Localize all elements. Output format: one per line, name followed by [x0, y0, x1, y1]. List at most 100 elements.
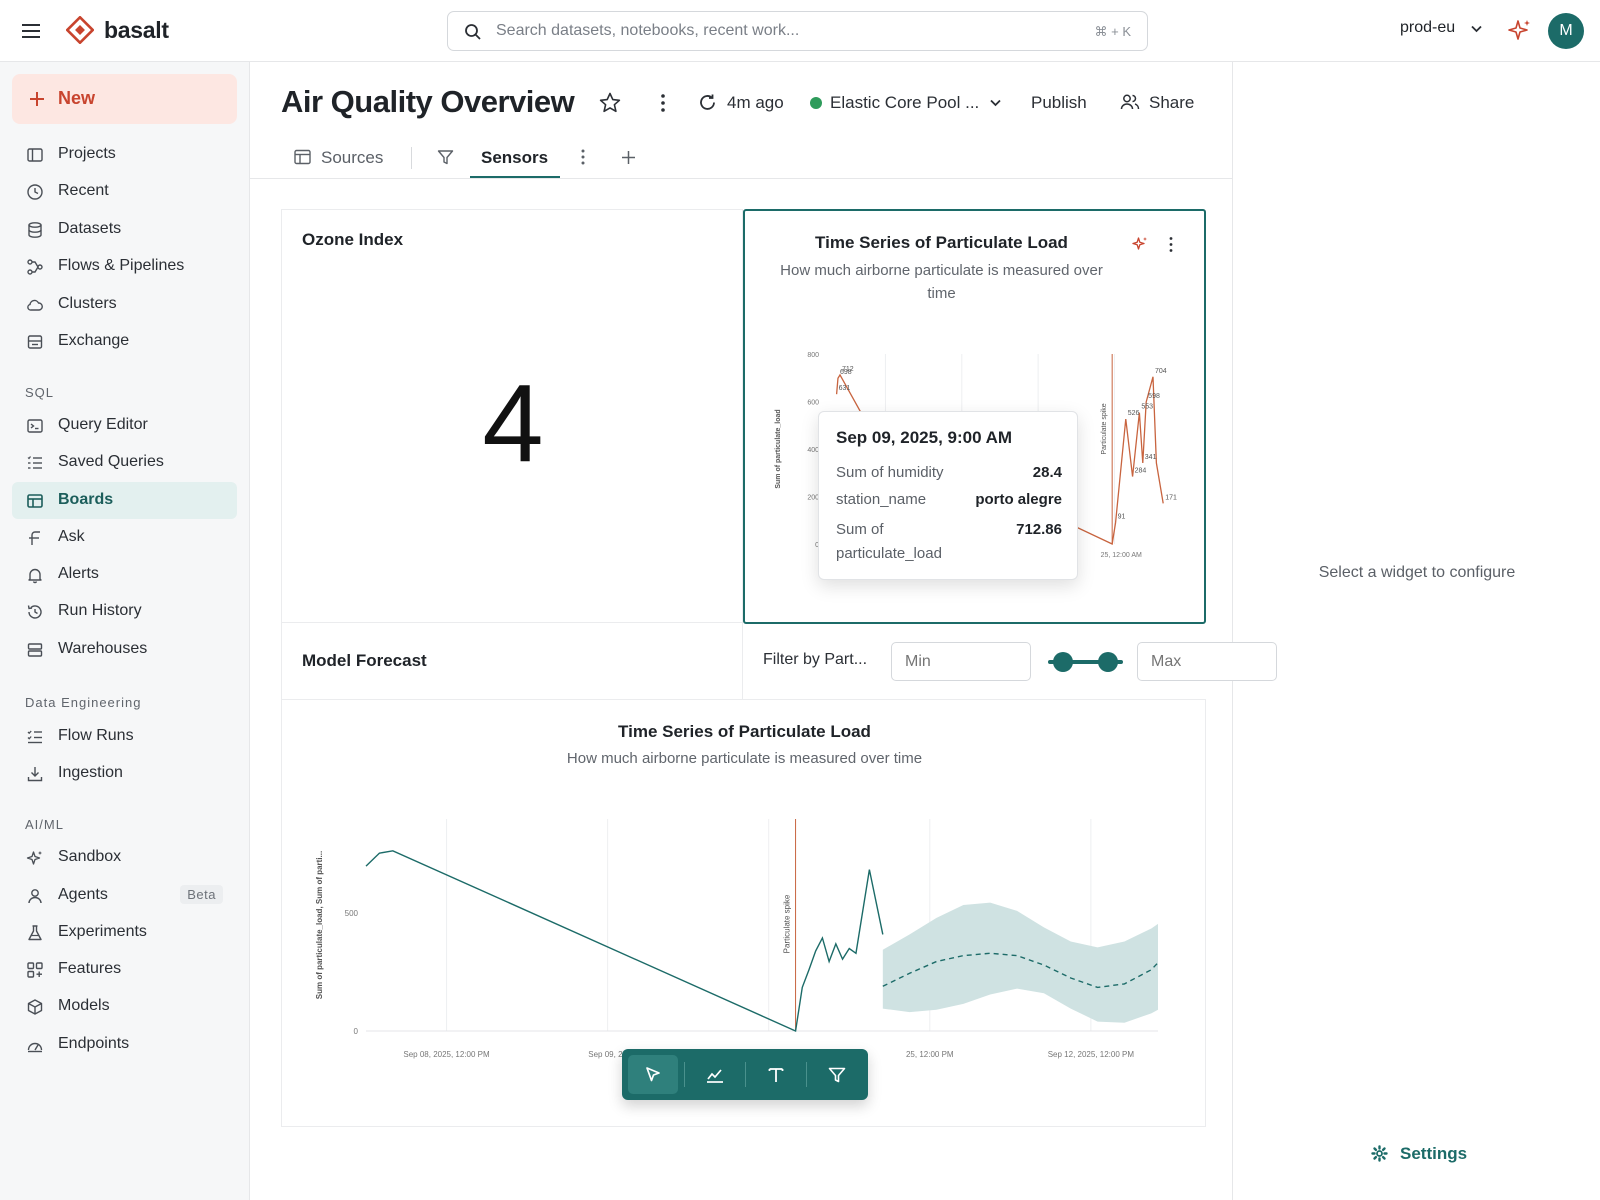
data-label: 341: [1145, 454, 1157, 461]
sidebar-item-boards[interactable]: Boards: [12, 482, 237, 519]
tooltip-row: Sum of particulate_load 712.86: [836, 518, 1062, 566]
sidebar-item-recent[interactable]: Recent: [12, 173, 237, 210]
settings-button[interactable]: Settings: [1400, 1144, 1468, 1163]
y-tick-label: 400: [807, 447, 819, 454]
gear-icon[interactable]: [1371, 1145, 1388, 1162]
data-label: 704: [1155, 368, 1167, 375]
avatar[interactable]: M: [1548, 13, 1584, 49]
sidebar-item-datasets[interactable]: Datasets: [12, 211, 237, 248]
sidebar-item-exchange[interactable]: Exchange: [12, 323, 237, 360]
share-button[interactable]: Share: [1149, 93, 1195, 112]
new-button-label: New: [58, 88, 96, 108]
data-label: 553: [1141, 404, 1153, 411]
table-icon[interactable]: [294, 149, 311, 165]
data-label: 526: [1128, 410, 1140, 417]
sidebar-item-label: Exchange: [58, 332, 130, 349]
widget-title: Time Series of Particulate Load: [815, 233, 1068, 252]
compute-pool-selector[interactable]: Elastic Core Pool ...: [830, 93, 980, 112]
forecast-chart[interactable]: 0 500 Sum of particulate_load, Sum of part…: [282, 700, 1205, 1127]
chart-subtitle: How much airborne particulate is measure…: [566, 750, 923, 767]
sidebar-item-models[interactable]: Models: [12, 988, 237, 1025]
text-tool-button[interactable]: [751, 1055, 801, 1094]
environment-selector[interactable]: prod-eu: [1400, 19, 1456, 36]
sidebar-item-query-editor[interactable]: Query Editor: [12, 407, 237, 444]
select-tool-button[interactable]: [628, 1055, 678, 1094]
kpi-value: 4: [482, 362, 544, 485]
last-refresh-label[interactable]: 4m ago: [727, 93, 784, 112]
sidebar-item-saved-queries[interactable]: Saved Queries: [12, 444, 237, 481]
sidebar-item-flows-pipelines[interactable]: Flows & Pipelines: [12, 248, 237, 285]
y-tick-label: 0: [354, 1027, 359, 1036]
x-tick-label: Sep 09, 20: [588, 1050, 627, 1059]
filter-tool-button[interactable]: [812, 1055, 862, 1094]
warehouse-icon: [27, 643, 43, 657]
sidebar-item-experiments[interactable]: Experiments: [12, 914, 237, 951]
sidebar-item-ingestion[interactable]: Ingestion: [12, 755, 237, 792]
sidebar-item-alerts[interactable]: Alerts: [12, 556, 237, 593]
refresh-icon[interactable]: [698, 93, 717, 112]
beta-badge: Beta: [180, 885, 223, 904]
tab-options-icon[interactable]: [578, 148, 588, 166]
sidebar-item-label: Experiments: [58, 923, 147, 940]
more-options-icon[interactable]: [656, 92, 670, 114]
max-input[interactable]: [1137, 642, 1277, 681]
add-tab-icon[interactable]: [620, 149, 637, 166]
share-users-icon[interactable]: [1120, 93, 1140, 111]
sidebar-item-ask[interactable]: Ask: [12, 519, 237, 556]
widget-options-icon[interactable]: [1167, 236, 1175, 253]
line-chart-tool-button[interactable]: [690, 1055, 740, 1094]
sidebar-item-sandbox[interactable]: Sandbox: [12, 839, 237, 876]
filter-label: Filter by Part...: [763, 651, 868, 668]
search-bar[interactable]: Search datasets, notebooks, recent work.…: [447, 11, 1148, 51]
new-button[interactable]: New: [12, 74, 237, 124]
publish-button[interactable]: Publish: [1031, 93, 1087, 112]
sidebar-item-label: Datasets: [58, 220, 122, 237]
widget-title: Model Forecast: [302, 651, 427, 670]
min-input[interactable]: [891, 642, 1031, 681]
list-icon: [27, 456, 42, 469]
star-icon[interactable]: [598, 91, 622, 115]
flask-icon: [28, 925, 42, 941]
data-label: 631: [839, 385, 851, 392]
page-title: Air Quality Overview: [281, 84, 575, 119]
sidebar-item-features[interactable]: Features: [12, 951, 237, 988]
cloud-icon: [27, 299, 43, 311]
search-placeholder: Search datasets, notebooks, recent work.…: [496, 22, 800, 39]
actual-line: [365, 850, 884, 1033]
widget-title: Ozone Index: [302, 230, 404, 249]
sidebar-item-agents[interactable]: Agents Beta: [12, 877, 237, 914]
model-forecast-header: Model Forecast: [281, 623, 743, 700]
search-shortcut: ⌘ + K: [1094, 24, 1132, 39]
chevron-down-icon[interactable]: [1471, 25, 1482, 33]
sparkle-icon: [26, 851, 42, 865]
basalt-logo-icon[interactable]: [66, 16, 94, 44]
top-bar: basalt Search datasets, notebooks, recen…: [0, 0, 1600, 62]
range-slider-track[interactable]: [1048, 660, 1123, 664]
sidebar-item-clusters[interactable]: Clusters: [12, 286, 237, 323]
y-axis-label: Sum of particulate_load: [775, 409, 782, 488]
tab-sources[interactable]: Sources: [321, 148, 384, 167]
sidebar-item-run-history[interactable]: Run History: [12, 593, 237, 630]
tab-sensors[interactable]: Sensors: [481, 148, 549, 167]
features-icon: [27, 962, 43, 978]
sidebar-item-flow-runs[interactable]: Flow Runs: [12, 718, 237, 755]
y-tick-label: 800: [807, 352, 819, 359]
ai-sparkle-icon[interactable]: [1508, 18, 1532, 42]
ask-icon: [29, 531, 40, 545]
sidebar-item-warehouses[interactable]: Warehouses: [12, 631, 237, 668]
menu-icon[interactable]: [20, 20, 42, 42]
sidebar-item-endpoints[interactable]: Endpoints: [12, 1026, 237, 1063]
data-label: 712: [842, 366, 854, 373]
range-slider-high-handle[interactable]: [1098, 652, 1118, 672]
brand-name[interactable]: basalt: [104, 17, 169, 43]
section-label-ai-ml: AI/ML: [25, 817, 64, 832]
filter-icon[interactable]: [437, 149, 454, 166]
time-series-chart[interactable]: 0 200 400 600 800 Sum of particulate_load Part…: [745, 211, 1204, 622]
ai-sparkle-icon[interactable]: [1132, 236, 1148, 252]
chevron-down-icon[interactable]: [990, 99, 1001, 107]
sidebar-item-projects[interactable]: Projects: [12, 136, 237, 173]
ozone-index-widget[interactable]: Ozone Index 4: [281, 209, 743, 623]
range-slider-low-handle[interactable]: [1053, 652, 1073, 672]
status-dot: [810, 97, 822, 109]
tooltip-row-label: station_name: [836, 491, 927, 508]
